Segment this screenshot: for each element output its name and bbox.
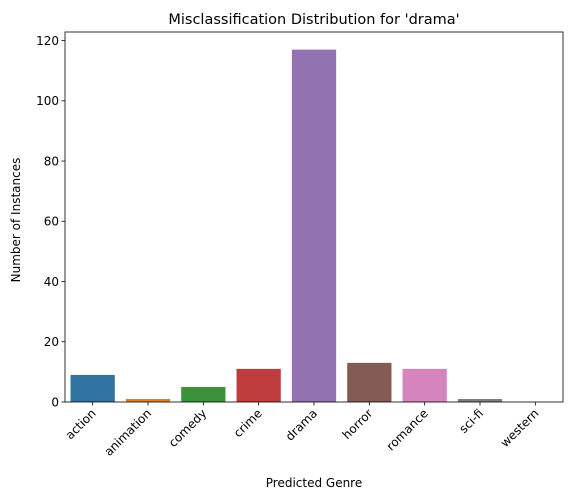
x-tick-label-sci-fi: sci-fi [456, 406, 486, 436]
y-tick-label-80: 80 [44, 154, 59, 168]
y-tick-label-0: 0 [51, 395, 59, 409]
x-tick-label-drama: drama [283, 406, 320, 443]
plot-area: 0 20 40 60 80 100 120 action animation comedy crim… [36, 31, 564, 459]
chart-title: Misclassification Distribution for 'dram… [168, 12, 459, 28]
bar-sci-fi [457, 398, 503, 402]
y-tick-label-60: 60 [44, 215, 59, 229]
x-tick-label-action: action [63, 406, 99, 442]
bar-action [70, 374, 115, 402]
x-tick-label-horror: horror [340, 406, 376, 442]
bar-crime [236, 368, 281, 402]
y-axis-label: Number of Instances [9, 158, 23, 283]
y-tick-label-100: 100 [36, 94, 59, 108]
x-tick-label-crime: crime [231, 406, 265, 440]
x-tick-label-romance: romance [384, 406, 431, 453]
y-tick-label-40: 40 [44, 275, 59, 289]
bar-comedy [181, 386, 226, 402]
x-tick-label-animation: animation [102, 406, 155, 459]
x-tick-label-western: western [498, 406, 542, 450]
bar-romance [402, 368, 447, 402]
x-tick-label-comedy: comedy [166, 406, 210, 450]
y-tick-label-120: 120 [36, 34, 59, 48]
bar-animation [125, 398, 171, 402]
x-axis-label: Predicted Genre [266, 476, 363, 490]
y-tick-label-20: 20 [44, 335, 59, 349]
bar-drama [291, 49, 337, 403]
bar-horror [347, 362, 392, 402]
